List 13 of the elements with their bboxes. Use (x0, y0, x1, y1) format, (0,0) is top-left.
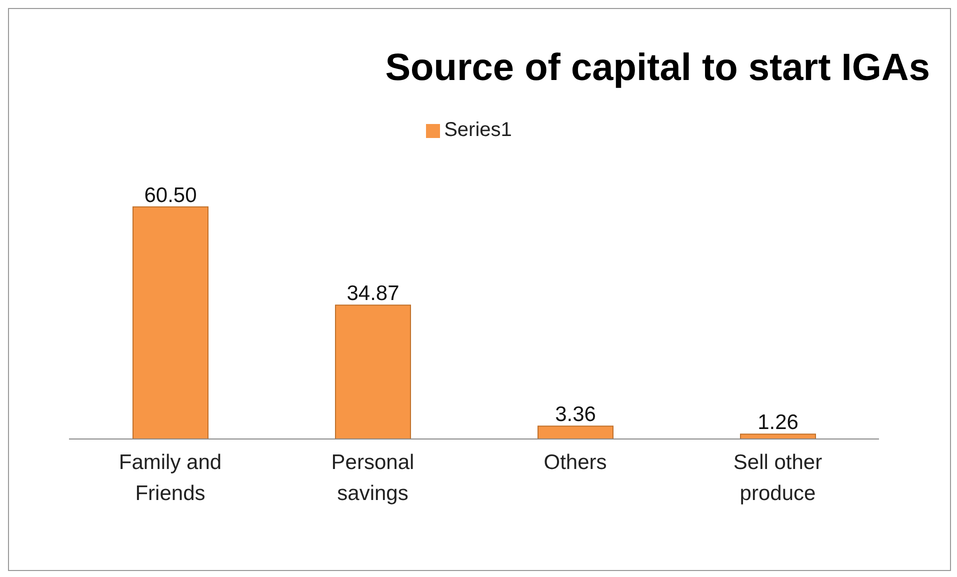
bar (132, 206, 208, 440)
bar (335, 304, 411, 440)
data-label: 1.26 (758, 411, 798, 434)
x-tick-label: Sell other produce (733, 451, 822, 505)
chart-title: Source of capital to start IGAs (384, 47, 931, 90)
x-tick-label: Family and Friends (118, 451, 222, 505)
bar (538, 426, 614, 440)
legend-label: Series1 (444, 119, 512, 141)
x-tick-label: Personal savings (331, 451, 414, 505)
data-label: 3.36 (555, 403, 596, 426)
data-label: 60.50 (144, 184, 197, 207)
x-tick-label: Others (544, 451, 607, 474)
data-label: 34.87 (346, 282, 400, 306)
